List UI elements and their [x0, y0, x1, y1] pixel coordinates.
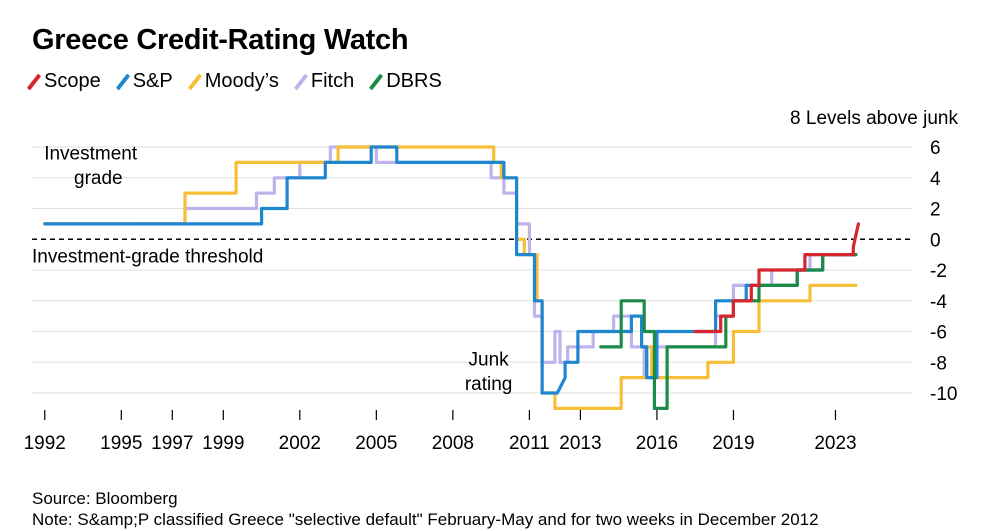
source-note: Source: Bloomberg [32, 489, 178, 508]
legend: Scope S&P Moody’s Fitch DBRS [26, 70, 442, 93]
y-tick-label: -6 [930, 323, 947, 344]
x-tick-label: 2023 [814, 433, 856, 454]
x-tick-label: 1997 [151, 433, 193, 454]
legend-label-fitch: Fitch [310, 70, 355, 92]
legend-label-scope: Scope [44, 70, 101, 92]
legend-item-dbrs: DBRS [369, 70, 442, 93]
series-line-scope [693, 222, 860, 334]
y-tick-label: -4 [930, 292, 947, 313]
legend-item-moodys: Moody’s [187, 70, 279, 93]
x-tick-label: 2011 [509, 433, 550, 454]
x-tick-label: 2019 [712, 433, 754, 454]
footnote: Note: S&amp;P classified Greece "selecti… [32, 510, 819, 529]
x-tick-label: 2008 [432, 433, 474, 454]
y-tick-label: 0 [930, 230, 941, 251]
y-tick-label: -10 [930, 384, 957, 405]
annotation-label: rating [465, 374, 513, 395]
x-tick-label: 2016 [636, 433, 678, 454]
annotation-label: Investment [44, 143, 138, 164]
x-tick-label: 1999 [202, 433, 244, 454]
x-tick-label: 2005 [355, 433, 397, 454]
series-line-sp [43, 145, 858, 395]
y-tick-label: 6 [930, 138, 941, 159]
x-tick-label: 1992 [24, 433, 66, 454]
x-tick-label: 2013 [559, 433, 601, 454]
legend-label-moodys: Moody’s [204, 70, 279, 92]
legend-item-sp: S&P [115, 70, 173, 93]
y-tick-label: -8 [930, 353, 947, 374]
y-tick-label: 4 [930, 169, 941, 190]
y-tick-label: -2 [930, 261, 947, 282]
y-tick-label: 2 [930, 200, 941, 221]
series-line-dbrs [599, 253, 858, 410]
annotation-label: Junk [469, 349, 510, 370]
threshold-label: Investment-grade threshold [32, 246, 263, 267]
legend-label-dbrs: DBRS [386, 70, 442, 92]
legend-item-scope: Scope [26, 70, 101, 93]
chart-plot: 6 4 2 0 -2 -4 -6 -8 -10 8 Levels above junk 1992 19… [24, 108, 959, 454]
x-tick-label: 2002 [279, 433, 321, 454]
x-tick-label: 1995 [100, 433, 142, 454]
series-line-moodys [43, 145, 858, 410]
y-axis-label: 8 Levels above junk [790, 108, 958, 129]
legend-item-fitch: Fitch [293, 70, 355, 93]
annotation-label: grade [74, 168, 123, 189]
legend-label-sp: S&P [132, 70, 173, 92]
chart-title: Greece Credit-Rating Watch [32, 24, 409, 56]
